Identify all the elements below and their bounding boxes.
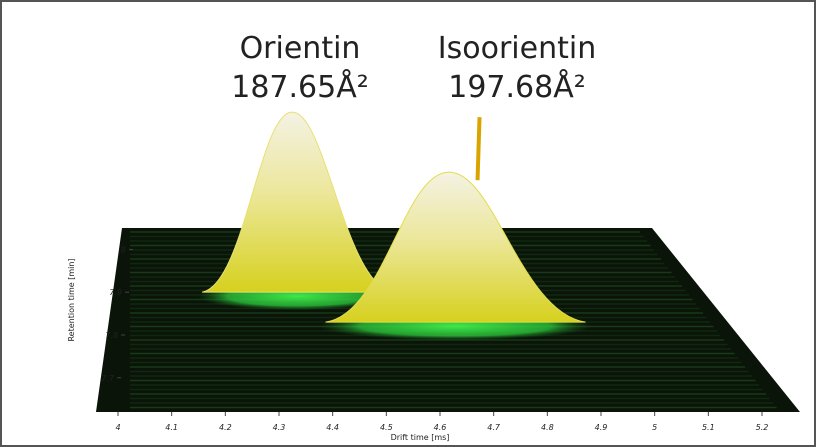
x-tick-label: 4.4 (326, 423, 339, 432)
x-tick-label: 4.8 (541, 423, 554, 432)
y-axis-label: Retention time [min] (67, 258, 76, 341)
peak-ccs: 187.65Å² (231, 69, 369, 105)
peak-name: Isoorientin (438, 31, 596, 66)
y-tick-label: 7.8 (105, 331, 118, 340)
x-tick-label: 5.2 (756, 423, 769, 432)
peak-ccs: 197.68Å² (448, 69, 586, 105)
x-tick-label: 5.1 (702, 423, 715, 432)
peak-spike (475, 117, 482, 181)
x-tick-label: 4.5 (380, 423, 393, 432)
x-tick-label: 4.7 (487, 423, 501, 432)
y-tick-label: 8 (121, 245, 126, 254)
peak (319, 117, 593, 341)
x-tick-label: 4 (115, 423, 120, 432)
x-tick-label: 4.3 (273, 423, 286, 432)
x-tick-label: 4.6 (434, 423, 447, 432)
peak-surface (201, 111, 393, 293)
y-tick-label: 7.9 (109, 288, 122, 297)
y-tick-label: 7.7 (101, 374, 115, 383)
peak-surface (325, 171, 586, 323)
x-tick-label: 5 (652, 423, 657, 432)
peak-name: Orientin (240, 31, 361, 66)
x-tick-label: 4.2 (219, 423, 232, 432)
x-tick-label: 4.9 (595, 423, 608, 432)
x-axis-label: Drift time [ms] (391, 433, 450, 442)
x-tick-label: 4.1 (165, 423, 178, 432)
peak (197, 111, 397, 311)
